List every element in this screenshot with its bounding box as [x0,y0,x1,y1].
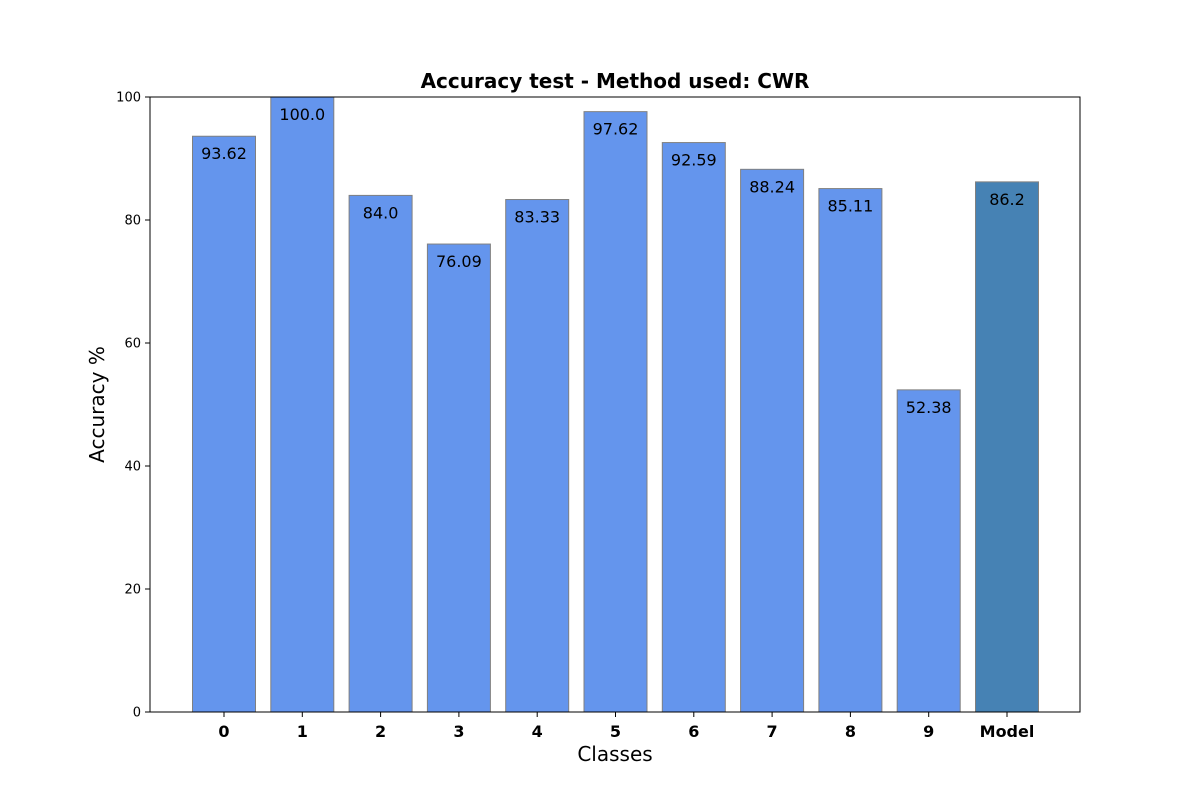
data-label-9: 52.38 [906,398,952,417]
data-label-1: 100.0 [279,105,325,124]
x-axis: 0 1 2 3 4 5 6 7 8 9 Model [218,712,1034,741]
x-tick-label-1: 1 [297,722,308,741]
bar-9 [896,389,961,713]
bar-7 [740,168,805,713]
data-label-4: 83.33 [514,208,560,227]
x-tick-label-7: 7 [767,722,778,741]
data-label-6: 92.59 [671,151,717,170]
data-label-7: 88.24 [749,177,795,196]
x-axis-label: Classes [577,742,652,766]
x-tick-label-0: 0 [218,722,229,741]
bar-5 [583,111,648,713]
x-tick-label-4: 4 [532,722,543,741]
bar-3 [426,243,491,713]
y-tick-label-60: 60 [124,337,141,352]
data-label-5: 97.62 [593,120,639,139]
bar-1 [270,96,335,713]
y-tick-label-100: 100 [116,91,141,106]
data-label-model: 86.2 [989,190,1025,209]
data-label-8: 85.11 [827,197,873,216]
y-tick-label-40: 40 [124,460,141,475]
x-tick-label-3: 3 [453,722,464,741]
bar-0 [192,135,256,713]
bar-model [975,181,1039,713]
x-tick-label-8: 8 [845,722,856,741]
x-tick-label-2: 2 [375,722,386,741]
bar-4 [505,199,570,713]
x-tick-label-6: 6 [688,722,699,741]
y-axis-label: Accuracy % [85,346,109,463]
y-tick-label-0: 0 [133,706,141,721]
y-tick-label-20: 20 [124,583,141,598]
bar-6 [661,142,726,713]
x-tick-label-5: 5 [610,722,621,741]
bars-group: 93.62 100.0 84.0 76.09 83.33 97.62 92.59 88.24 8… [192,96,1039,713]
data-label-0: 93.62 [201,144,247,163]
chart-title: Accuracy test - Method used: CWR [421,69,810,93]
x-tick-label-9: 9 [923,722,934,741]
y-tick-label-80: 80 [124,214,141,229]
bar-8 [818,188,883,713]
data-label-2: 84.0 [363,203,399,222]
x-tick-label-model: Model [980,722,1035,741]
bar-2 [348,194,413,713]
data-label-3: 76.09 [436,252,482,271]
y-axis: 0 20 40 60 80 100 [116,91,150,721]
